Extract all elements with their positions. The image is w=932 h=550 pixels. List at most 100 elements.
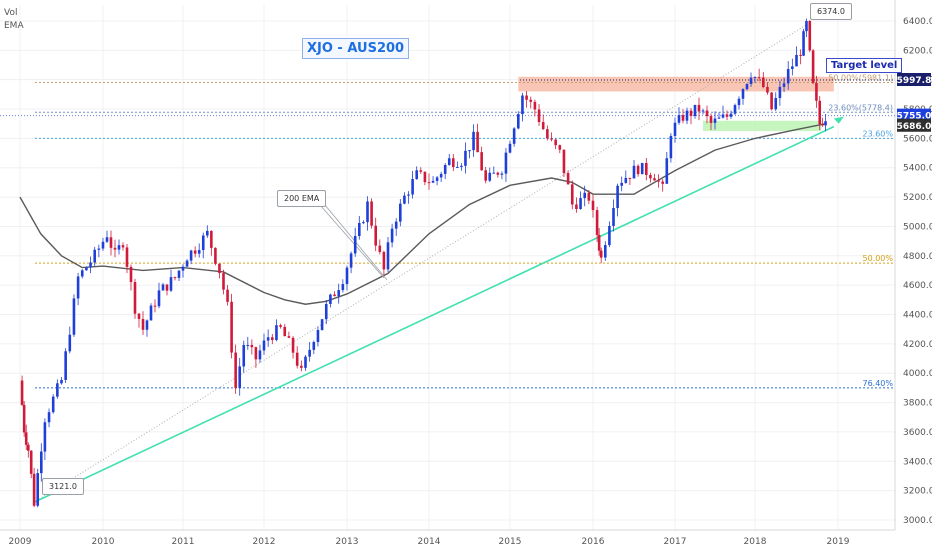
candle-body [345,267,349,285]
channel-line [33,24,807,503]
high-marker: 6374.0 [810,3,852,20]
candle-body [435,177,439,181]
candle-body [382,251,386,270]
candle-body [366,201,369,223]
candle-body [157,290,161,307]
candle-body [824,121,827,126]
candle-body [399,203,402,222]
candle-body [472,131,475,151]
fib-level-label: 50.00% [862,254,893,263]
candle-body [60,379,63,384]
candle-body [570,184,574,205]
candle-body [378,245,382,252]
price-zone [703,120,822,132]
candle-body [525,95,528,100]
candle-body [47,412,51,423]
candle-body [101,241,105,249]
candle-body [197,250,201,254]
candle-body [97,248,101,250]
candle-body [353,236,357,254]
candle-body [287,336,291,338]
candle-body [597,234,601,251]
candle-body [782,83,786,87]
candle-body [604,245,607,258]
ema-callout-pointer [319,204,385,279]
candle-body [439,173,443,178]
candle-body [677,115,681,123]
candle-body [669,135,673,159]
candle-body [653,178,656,181]
candle-body [218,263,221,274]
candle-body [681,115,685,121]
candle-body [737,98,741,106]
fib-level-label: 50.00%(5981.1) [828,73,893,82]
candle-body [566,173,570,185]
chart-title: XJO - AUS200 [302,38,410,59]
candle-body [811,50,815,84]
candle-body [713,118,717,123]
candle-body [177,270,181,278]
candle-body [749,77,753,84]
candle-body [291,337,295,353]
candle-body [362,222,365,224]
candle-body [51,396,55,413]
candle-body [541,122,545,130]
candle-body [624,177,628,183]
y-tick-label: 3000.0 [903,516,932,526]
candle-body [304,356,307,368]
candle-body [193,250,197,254]
candle-body [616,185,619,209]
candle-body [316,330,320,343]
candle-body [283,326,287,337]
ema-label: EMA [4,21,24,31]
candle-body [443,164,447,174]
candle-body [394,221,398,229]
candle-body [210,230,213,248]
y-tick-label: 4200.0 [903,340,932,350]
candle-body [324,303,328,320]
trendline-arrow [833,116,844,124]
y-tick-label: 5200.0 [903,193,932,203]
candle-body [149,305,153,321]
candle-body [628,177,632,179]
candle-body [374,225,377,246]
fib-level-label: 23.60%(5778.4) [828,103,893,112]
candle-body [137,313,141,319]
candle-body [673,122,677,136]
candle-body [778,86,782,99]
candle-body [762,77,765,87]
candle-body [238,366,241,388]
candle-body [480,152,483,171]
candle-body [558,145,562,150]
candle-body [423,171,427,183]
candle-body [645,162,648,176]
price-tag [897,108,931,122]
candle-body [141,318,145,330]
candle-body [189,250,193,261]
candle-body [341,284,345,291]
candle-body [546,129,549,139]
candle-body [32,473,36,506]
candle-body [795,54,798,67]
candle-body [329,294,332,304]
candle-body [591,200,595,211]
candle-body [262,340,266,351]
candle-body [214,247,217,264]
candle-body [105,237,109,242]
candle-body [729,113,733,117]
x-tick-label: 2019 [827,537,850,547]
candle-body [456,166,459,168]
candle-body [476,131,479,153]
candle-body [279,325,282,327]
candle-body [117,245,121,250]
candle-body [521,95,524,115]
candle-body [419,170,423,172]
y-tick-label: 5600.0 [903,134,932,144]
candle-body [770,92,773,110]
candle-body [125,247,129,267]
candle-body [250,344,254,348]
candle-body [595,210,599,235]
candle-body [234,352,237,388]
candle-body [165,284,169,291]
